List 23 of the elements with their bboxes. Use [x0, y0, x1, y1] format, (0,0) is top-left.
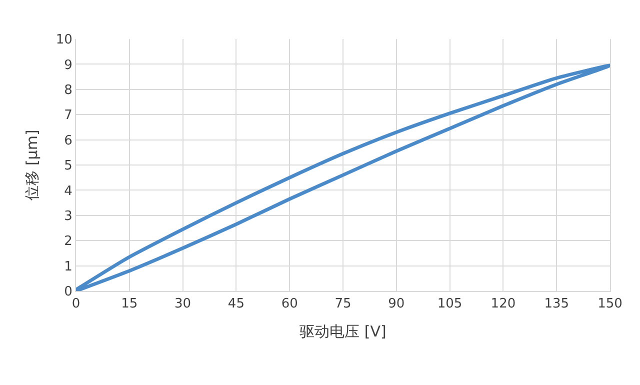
- y-tick-label: 5: [64, 158, 72, 174]
- y-tick-label: 10: [56, 32, 72, 48]
- x-tick-label: 120: [490, 296, 516, 312]
- x-tick-label: 45: [228, 296, 244, 312]
- y-tick-label: 6: [64, 133, 72, 148]
- x-axis-title: 驱动电压 [V]: [300, 322, 386, 341]
- x-tick-label: 75: [334, 296, 352, 312]
- x-tick-label: 135: [544, 296, 570, 312]
- y-tick-label: 0: [64, 284, 72, 300]
- x-tick-label: 150: [598, 296, 622, 312]
- y-tick-label: 3: [64, 208, 72, 224]
- x-tick-label: 90: [388, 296, 405, 312]
- y-tick-label: 4: [64, 184, 72, 199]
- y-tick-label: 2: [64, 234, 72, 250]
- y-tick-label: 1: [64, 259, 72, 274]
- x-tick-label: 105: [437, 296, 462, 312]
- y-tick-label: 9: [64, 58, 72, 73]
- x-tick-label: 15: [121, 296, 138, 312]
- x-tick-label: 60: [281, 296, 298, 312]
- x-tick-label: 30: [174, 296, 192, 312]
- y-axis-title: 位移 [μm]: [23, 130, 42, 200]
- y-tick-label: 7: [64, 108, 72, 124]
- y-tick-label: 8: [64, 82, 72, 98]
